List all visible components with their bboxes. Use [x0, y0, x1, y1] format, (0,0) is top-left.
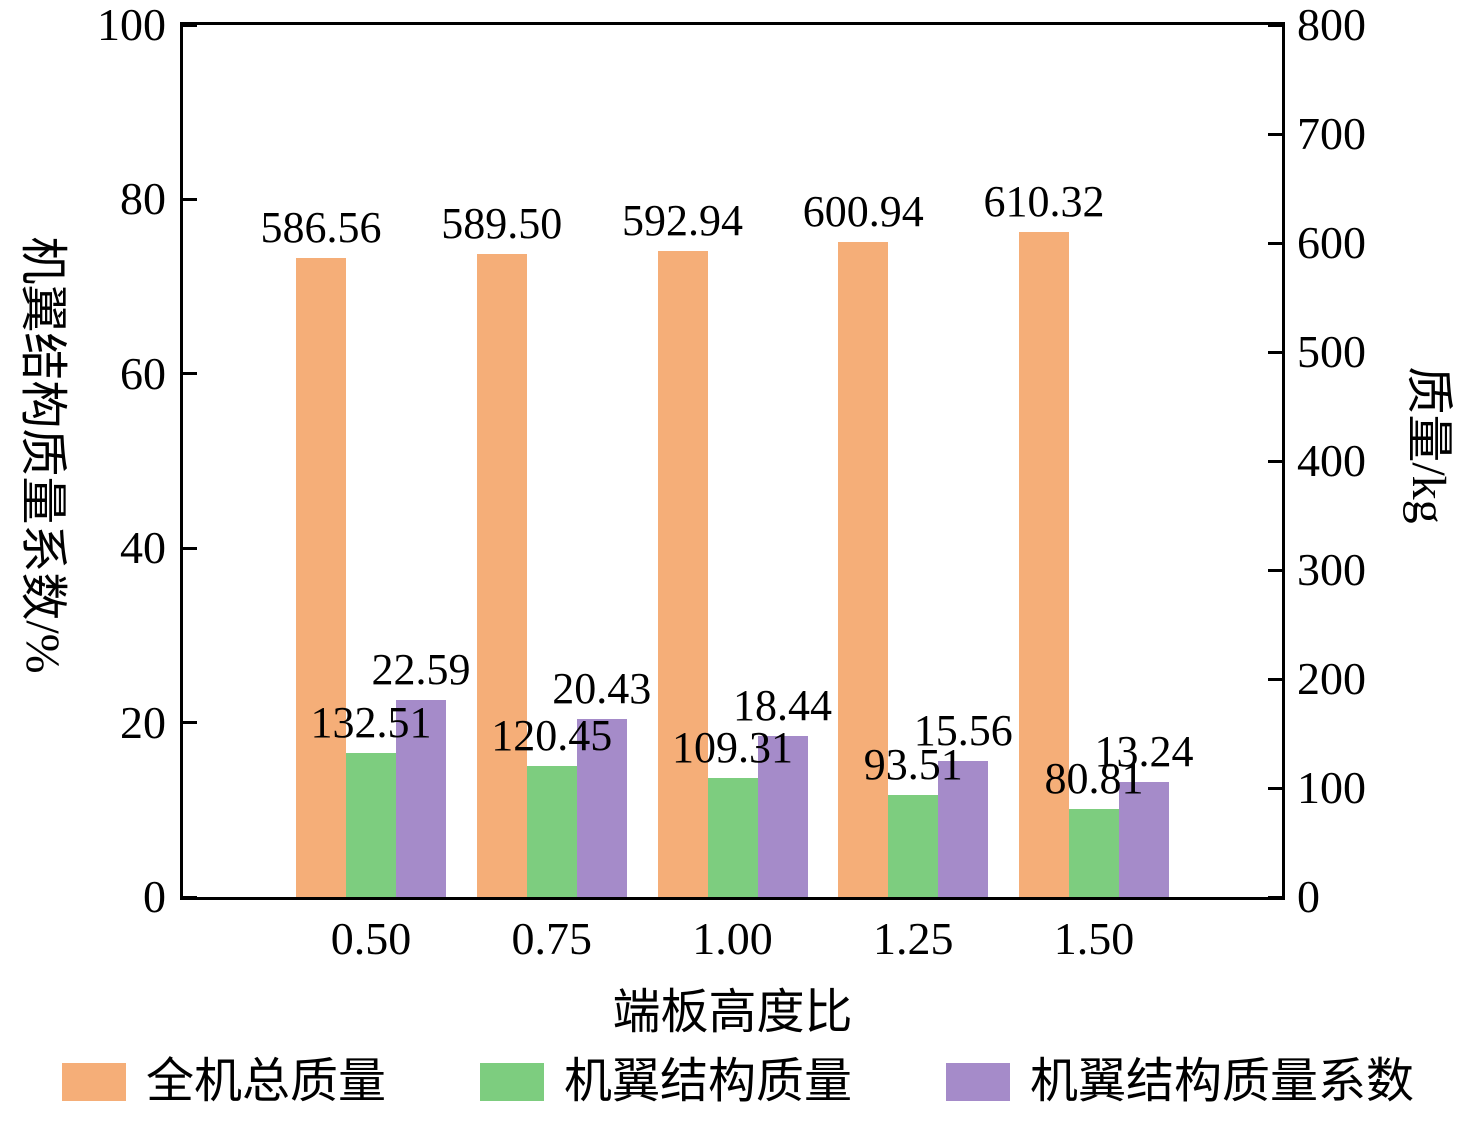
- total-aircraft-mass-bar: [476, 254, 527, 897]
- x-tick-label: 1.00: [692, 913, 773, 964]
- y-tick-label-left: 20: [120, 696, 166, 748]
- wing-structure-mass-value-label: 80.81: [1044, 753, 1144, 803]
- y-tick-left: [183, 895, 197, 899]
- y-tick-left: [183, 372, 197, 376]
- wing-structure-mass-legend-swatch: [479, 1063, 544, 1101]
- x-tick-label: 1.50: [1053, 913, 1135, 964]
- total-aircraft-mass-bar: [838, 241, 889, 897]
- y-tick-left: [183, 721, 197, 725]
- y-tick-right: [1268, 677, 1282, 681]
- wing-structure-mass-bar: [346, 752, 396, 897]
- wing-structure-mass-coefficient-bar: [757, 736, 808, 897]
- y-tick-right: [1268, 895, 1282, 899]
- y-tick-right: [1268, 132, 1282, 136]
- wing-structure-mass-bar: [707, 777, 758, 897]
- x-axis-title: 端板高度比: [612, 986, 853, 1039]
- y-tick-right: [1268, 241, 1282, 245]
- y-tick-label-left: 80: [120, 173, 166, 225]
- left-axis-title: 机翼结构质量系数/%: [16, 236, 69, 674]
- wing-structure-mass-coefficient-value-label: 13.24: [1094, 726, 1194, 776]
- wing-structure-mass-legend-label: 机翼结构质量: [563, 1055, 852, 1108]
- legend: 全机总质量 机翼结构质量 机翼结构质量系数: [62, 1054, 1414, 1110]
- wing-structure-mass-bar: [526, 765, 577, 897]
- wing-structure-mass-bar: [1069, 808, 1119, 897]
- y-tick-right: [1268, 786, 1282, 790]
- wing-structure-mass-value-label: 93.51: [863, 740, 963, 790]
- y-tick-label-right: 0: [1297, 871, 1320, 922]
- total-aircraft-mass-bar: [296, 257, 346, 897]
- y-tick-label-right: 200: [1297, 653, 1366, 704]
- y-tick-left: [183, 197, 197, 201]
- y-tick-left: [183, 546, 197, 550]
- total-aircraft-mass-value-label: 589.50: [441, 199, 563, 249]
- wing-structure-mass-coefficient-bar: [576, 718, 627, 897]
- wing-structure-mass-coefficient-bar: [938, 761, 989, 897]
- y-tick-label-right: 100: [1297, 762, 1366, 813]
- total-aircraft-mass-bar: [657, 250, 708, 897]
- y-tick-left: [183, 23, 197, 27]
- wing-structure-mass-value-label: 109.31: [672, 722, 793, 772]
- wing-structure-mass-value-label: 132.51: [310, 697, 432, 747]
- legend-item-total-aircraft-mass: 全机总质量: [62, 1054, 386, 1110]
- wing-structure-mass-coefficient-legend-swatch: [945, 1063, 1010, 1101]
- y-tick-label-right: 600: [1297, 217, 1366, 268]
- y-tick-right: [1268, 459, 1282, 463]
- y-tick-label-right: 400: [1297, 435, 1366, 486]
- total-aircraft-mass-bar: [1019, 231, 1069, 897]
- total-aircraft-mass-value-label: 586.56: [260, 202, 382, 252]
- total-aircraft-mass-value-label: 592.94: [622, 195, 743, 245]
- y-tick-label-left: 60: [120, 347, 166, 399]
- x-tick-label: 1.25: [873, 913, 954, 964]
- wing-structure-mass-coefficient-legend-label: 机翼结构质量系数: [1029, 1055, 1414, 1108]
- y-tick-right: [1268, 568, 1282, 572]
- wing-structure-mass-bar: [888, 795, 939, 897]
- legend-item-wing-structure-mass: 机翼结构质量: [479, 1054, 852, 1110]
- legend-item-wing-structure-mass-coefficient: 机翼结构质量系数: [945, 1054, 1414, 1110]
- x-tick-label: 0.75: [511, 913, 593, 964]
- y-tick-right: [1268, 350, 1282, 354]
- y-tick-label-right: 800: [1297, 0, 1366, 50]
- total-aircraft-mass-legend-label: 全机总质量: [146, 1055, 387, 1108]
- total-aircraft-mass-value-label: 600.94: [802, 186, 924, 236]
- y-tick-label-right: 700: [1297, 108, 1366, 159]
- wing-structure-mass-coefficient-value-label: 22.59: [371, 645, 471, 695]
- total-aircraft-mass-legend-swatch: [62, 1063, 126, 1101]
- y-tick-label-left: 100: [97, 0, 166, 50]
- wing-structure-mass-value-label: 120.45: [491, 710, 613, 760]
- total-aircraft-mass-value-label: 610.32: [983, 176, 1105, 226]
- y-tick-right: [1268, 23, 1282, 27]
- x-tick-label: 0.50: [330, 913, 412, 964]
- wing-structure-mass-coefficient-value-label: 15.56: [913, 706, 1013, 756]
- y-tick-label-left: 40: [120, 522, 166, 574]
- plot-area: 586.56 589.50 592.94 600.94 610.32 132.51 120.…: [180, 22, 1285, 900]
- wing-structure-mass-coefficient-bar: [1119, 781, 1169, 897]
- wing-structure-mass-coefficient-bar: [396, 700, 446, 897]
- wing-structure-mass-coefficient-value-label: 20.43: [552, 663, 652, 713]
- y-tick-label-right: 500: [1297, 326, 1366, 377]
- wing-structure-mass-coefficient-value-label: 18.44: [733, 681, 832, 731]
- y-tick-label-left: 0: [143, 871, 166, 922]
- y-tick-label-right: 300: [1297, 544, 1366, 595]
